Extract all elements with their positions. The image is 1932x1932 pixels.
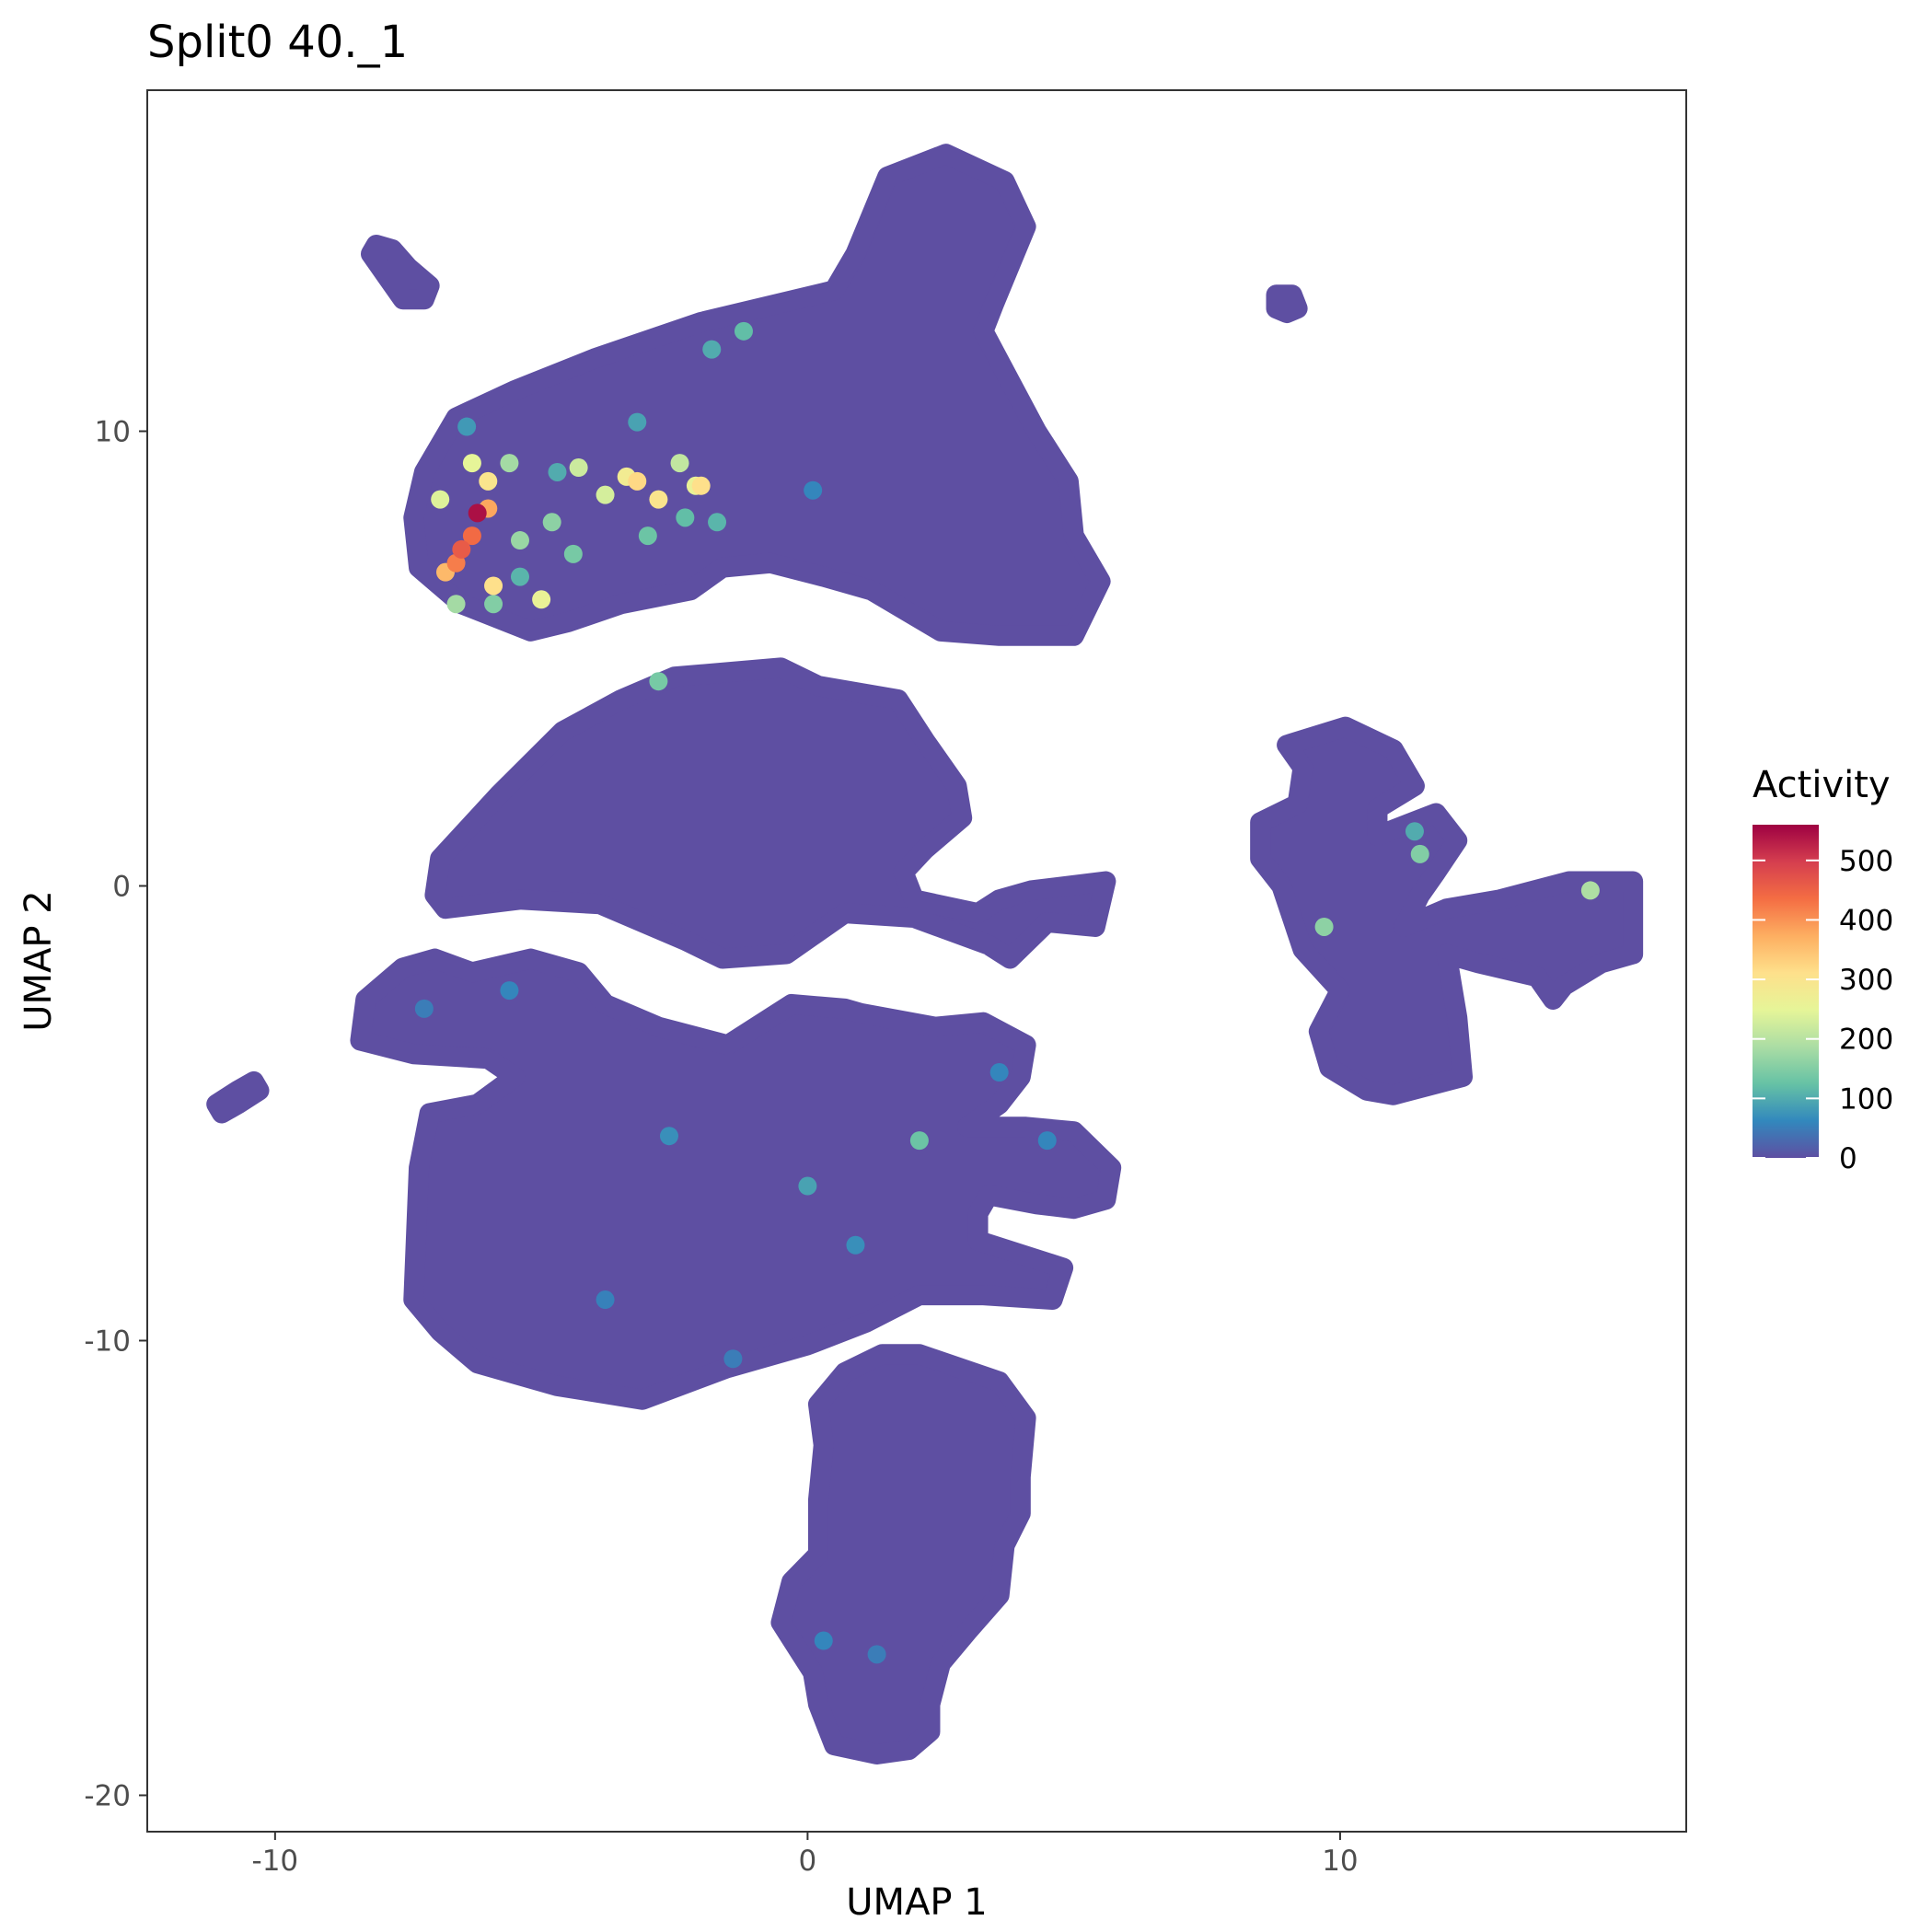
data-point-5 xyxy=(1037,1131,1057,1151)
data-point-42 xyxy=(649,490,668,509)
cell-cluster-right xyxy=(1250,716,1644,1105)
data-point-36 xyxy=(431,490,450,509)
data-point-3 xyxy=(596,1290,615,1310)
data-point-43 xyxy=(484,576,503,596)
data-point-33 xyxy=(670,454,689,473)
y-axis: -20 -10 0 10 xyxy=(84,415,147,1812)
data-point-12 xyxy=(628,412,647,432)
data-point-31 xyxy=(446,595,466,614)
legend-tick-label: 0 xyxy=(1839,1142,1857,1175)
data-point-1 xyxy=(723,1349,743,1369)
data-point-50 xyxy=(452,539,471,559)
color-legend: Activity 0 100 200 300 400 500 xyxy=(1753,764,1893,1175)
cell-cluster-islet-topleft xyxy=(360,234,440,310)
data-point-10 xyxy=(846,1235,865,1255)
data-point-24 xyxy=(649,672,668,691)
y-tick-label: 10 xyxy=(95,415,131,448)
y-tick-label: 0 xyxy=(112,870,131,903)
data-point-11 xyxy=(457,417,477,436)
x-axis-label: UMAP 1 xyxy=(846,1881,987,1924)
data-point-18 xyxy=(510,567,529,586)
data-point-34 xyxy=(569,458,588,478)
legend-tick-label: 100 xyxy=(1839,1082,1893,1116)
x-tick-label: 10 xyxy=(1322,1845,1358,1878)
cell-cluster-bottom xyxy=(770,1344,1036,1765)
cell-cluster-upper xyxy=(403,144,1111,646)
data-point-15 xyxy=(548,462,567,481)
data-point-7 xyxy=(500,981,519,1001)
data-point-14 xyxy=(702,340,722,359)
data-point-16 xyxy=(1405,822,1424,841)
cell-cluster-lower xyxy=(350,948,1122,1410)
data-point-37 xyxy=(462,454,481,473)
data-point-38 xyxy=(532,590,551,609)
y-tick-label: -20 xyxy=(84,1779,131,1812)
data-point-41 xyxy=(479,471,498,491)
plot-panel-border xyxy=(146,89,1687,1833)
data-point-25 xyxy=(484,595,503,614)
data-point-26 xyxy=(1410,844,1429,863)
legend-colorbar xyxy=(1753,825,1819,1158)
data-point-21 xyxy=(638,526,657,546)
data-point-8 xyxy=(814,1631,833,1650)
legend-tick-label: 500 xyxy=(1839,845,1893,878)
legend-ticks: 0 100 200 300 400 500 xyxy=(1753,845,1893,1175)
data-point-22 xyxy=(909,1131,929,1151)
data-point-17 xyxy=(708,513,727,532)
data-point-28 xyxy=(1314,917,1334,936)
data-point-29 xyxy=(510,531,529,550)
y-tick-label: -10 xyxy=(84,1325,131,1358)
data-point-0 xyxy=(414,999,434,1018)
cell-cluster-middle xyxy=(424,657,1116,969)
data-point-13 xyxy=(798,1176,817,1196)
data-point-44 xyxy=(691,476,711,495)
x-tick-label: 0 xyxy=(799,1845,817,1878)
data-point-9 xyxy=(659,1127,678,1146)
data-point-23 xyxy=(563,544,583,563)
data-point-32 xyxy=(1580,881,1600,900)
data-point-19 xyxy=(676,508,695,527)
y-axis-label: UMAP 2 xyxy=(17,890,60,1031)
cell-cluster-islet-left xyxy=(206,1070,270,1124)
legend-tick-label: 300 xyxy=(1839,964,1893,997)
legend-tick-label: 200 xyxy=(1839,1024,1893,1057)
points-layer xyxy=(206,144,1644,1765)
data-point-35 xyxy=(596,485,615,504)
data-point-51 xyxy=(468,503,487,523)
data-point-20 xyxy=(734,321,753,341)
data-point-45 xyxy=(628,471,647,491)
chart-title: Split0 40._1 xyxy=(147,17,408,68)
data-point-27 xyxy=(542,513,561,532)
x-axis: -10 0 10 xyxy=(252,1832,1359,1878)
legend-tick-label: 400 xyxy=(1839,904,1893,937)
data-point-4 xyxy=(804,480,823,500)
data-point-49 xyxy=(462,526,481,546)
data-point-2 xyxy=(867,1645,886,1664)
x-tick-label: -10 xyxy=(252,1845,299,1878)
legend-title: Activity xyxy=(1753,764,1891,806)
cell-cluster-islet-topright xyxy=(1266,284,1308,324)
data-point-30 xyxy=(500,454,519,473)
data-point-6 xyxy=(989,1063,1009,1082)
